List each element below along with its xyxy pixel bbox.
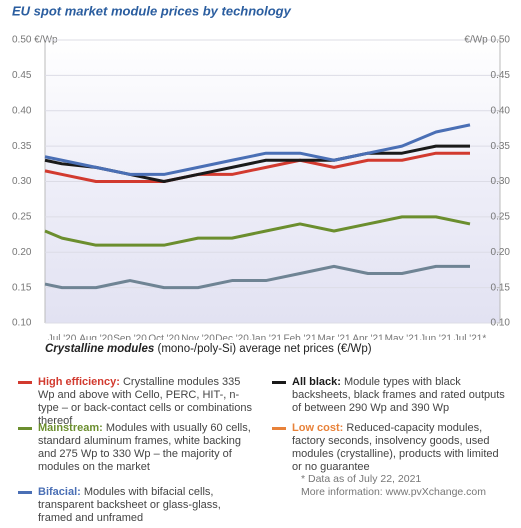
x-tick-label: Jul '21* [454,334,487,340]
legend-name: Mainstream: [38,422,103,434]
legend-name: Bifacial: [38,486,81,498]
legend-description: Module types with black backsheets, blac… [292,376,505,414]
y-tick-label: 0.35 [12,141,32,152]
subtitle-bold: Crystalline modules [45,343,155,355]
legend-marker [272,427,286,430]
y2-tick-label: 0.30 [491,176,511,187]
legend-marker [18,427,32,430]
legend-text: Low cost: Reduced-capacity modules, fact… [292,422,507,474]
legend-description: Modules with usually 60 cells, standard … [38,422,251,473]
x-tick-label: May '21 [385,334,420,340]
y2-tick-label: 0.35 [491,141,511,152]
y-tick-label: 0.50 €/Wp [12,35,58,46]
legend-entry: Low cost: Reduced-capacity modules, fact… [272,422,507,474]
legend-text: Bifacial: Modules with bifacial cells, t… [38,486,253,525]
footnote: * Data as of July 22, 2021 [301,473,422,485]
y-tick-label: 0.15 [12,282,32,293]
x-tick-label: Apr '21 [352,334,384,340]
x-tick-label: Dec '20 [215,334,249,340]
subtitle-text: (mono-/poly-Si) average net prices (€/Wp… [157,343,372,355]
legend-name: Low cost: [292,422,344,434]
more-info: More information: www.pvXchange.com [301,486,486,498]
legend-text: Mainstream: Modules with usually 60 cell… [38,422,253,474]
legend-entry: High efficiency: Crystalline modules 335… [18,376,253,428]
legend-entry: Bifacial: Modules with bifacial cells, t… [18,486,253,525]
legend-marker [18,381,32,384]
y2-tick-label: €/Wp 0.50 [464,35,510,46]
subtitle: Crystalline modules (mono-/poly-Si) aver… [45,343,372,355]
legend-name: High efficiency: [38,376,120,388]
y2-tick-label: 0.40 [491,105,511,116]
x-tick-label: Oct '20 [148,334,180,340]
x-tick-label: Nov '20 [181,334,215,340]
y2-tick-label: 0.25 [491,212,511,223]
series-line [44,215,471,247]
y2-tick-label: 0.15 [491,282,511,293]
x-tick-label: Mar '21 [317,334,350,340]
x-tick-label: Jun '21 [420,334,452,340]
y-tick-label: 0.40 [12,105,32,116]
series-line [44,123,471,176]
x-tick-label: Jan '21 [250,334,282,340]
x-tick-label: Jul '20 [48,334,77,340]
legend-description: Reduced-capacity modules, factory second… [292,422,499,473]
x-tick-label: Feb '21 [283,334,316,340]
chart-title: EU spot market module prices by technolo… [12,3,292,18]
y-tick-label: 0.30 [12,176,32,187]
legend-marker [18,491,32,494]
legend-text: All black: Module types with black backs… [292,376,507,415]
x-tick-label: Sep '20 [113,334,147,340]
series-line [44,264,470,290]
series-line [44,151,470,183]
legend-marker [272,381,286,384]
y2-tick-label: 0.45 [491,70,511,81]
y2-tick-label: 0.20 [491,247,511,258]
footnote-block: * Data as of July 22, 2021 More informat… [301,473,486,499]
legend-description: Crystalline modules 335 Wp and above wit… [38,376,252,427]
legend-entry: All black: Module types with black backs… [272,376,507,415]
y-tick-label: 0.10 [12,318,32,329]
y-tick-label: 0.20 [12,247,32,258]
legend-name: All black: [292,376,341,388]
x-tick-label: Aug '20 [79,334,113,340]
legend-entry: Mainstream: Modules with usually 60 cell… [18,422,253,474]
y2-tick-label: 0.10 [491,318,511,329]
legend-description: Modules with bifacial cells, transparent… [38,486,221,524]
y-tick-label: 0.45 [12,70,32,81]
legend-text: High efficiency: Crystalline modules 335… [38,376,253,428]
chart: EU spot market module prices by technolo… [12,3,511,344]
y-tick-label: 0.25 [12,212,32,223]
